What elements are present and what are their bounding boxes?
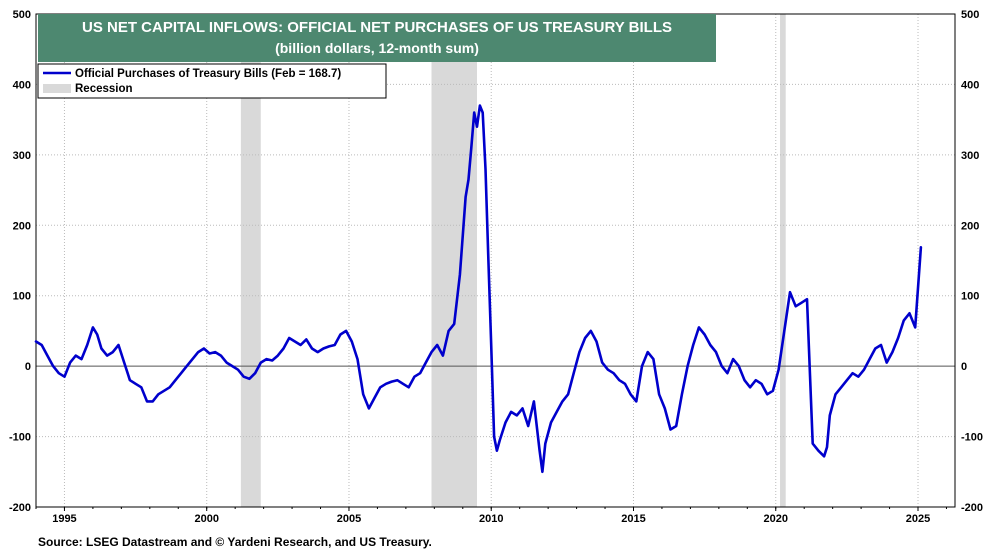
- x-tick-label: 2015: [621, 513, 645, 525]
- legend-series-label: Official Purchases of Treasury Bills (Fe…: [75, 68, 341, 80]
- y-tick-label-right: 500: [961, 9, 979, 21]
- y-axis-left-ticks: -200 -100 0 100 200 300 400 500: [9, 9, 31, 514]
- y-tick-label-left: 400: [13, 79, 31, 91]
- legend-recession-label: Recession: [75, 83, 133, 95]
- y-tick-label-left: -200: [9, 502, 31, 514]
- legend-recession-swatch: [43, 84, 71, 93]
- legend: Official Purchases of Treasury Bills (Fe…: [37, 63, 387, 99]
- recession-band: [431, 14, 478, 507]
- x-tick-label: 2000: [194, 513, 218, 525]
- series-line-official-purchases: [34, 104, 923, 474]
- y-tick-label-right: -100: [961, 432, 983, 444]
- x-tick-label: 2020: [764, 513, 788, 525]
- y-tick-label-left: 100: [13, 291, 31, 303]
- chart-subtitle: (billion dollars, 12-month sum): [275, 40, 479, 56]
- recession-band: [780, 14, 786, 507]
- y-tick-label-right: 0: [961, 361, 967, 373]
- x-tick-label: 1995: [52, 513, 76, 525]
- x-tick-label: 2025: [906, 513, 930, 525]
- y-tick-label-left: 0: [25, 361, 31, 373]
- y-tick-label-left: 200: [13, 220, 31, 232]
- x-tick-label: 2005: [337, 513, 361, 525]
- y-tick-label-left: 500: [13, 9, 31, 21]
- recession-bands: [240, 14, 786, 507]
- source-note: Source: LSEG Datastream and © Yardeni Re…: [38, 535, 432, 549]
- y-axis-right-ticks: -200 -100 0 100 200 300 400 500: [961, 9, 983, 514]
- y-tick-label-left: 300: [13, 150, 31, 162]
- y-tick-label-right: 200: [961, 220, 979, 232]
- title-background: [38, 14, 716, 62]
- legend-box: [37, 63, 387, 99]
- recession-band: [240, 14, 261, 507]
- chart-title: US NET CAPITAL INFLOWS: OFFICIAL NET PUR…: [82, 19, 672, 36]
- y-tick-label-right: 300: [961, 150, 979, 162]
- x-axis-ticks: 1995 2000 2005 2010 2015 2020 2025: [35, 507, 947, 525]
- x-tick-label: 2010: [479, 513, 503, 525]
- y-tick-label-left: -100: [9, 432, 31, 444]
- grid-lines: [36, 14, 955, 507]
- title-box: US NET CAPITAL INFLOWS: OFFICIAL NET PUR…: [38, 14, 716, 62]
- y-tick-label-right: 100: [961, 291, 979, 303]
- y-tick-label-right: -200: [961, 502, 983, 514]
- y-tick-label-right: 400: [961, 79, 979, 91]
